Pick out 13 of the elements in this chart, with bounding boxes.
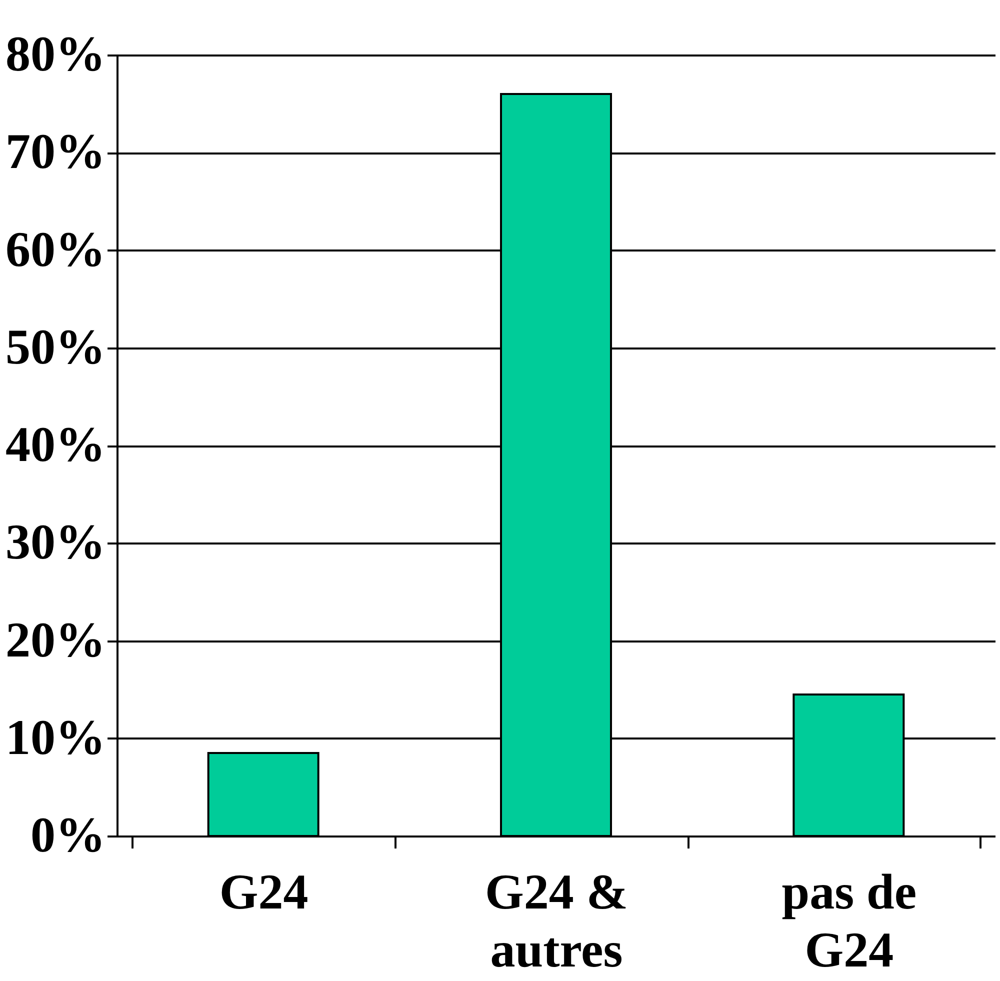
x-tick-label: pas de G24 [782, 864, 917, 978]
y-tick-label: 40% [6, 416, 106, 472]
x-tick-label: G24 & autres [484, 864, 628, 978]
bar [207, 752, 320, 837]
y-tick-label: 0% [30, 806, 106, 862]
y-tick-label: 10% [6, 708, 106, 765]
y-tick-label: 50% [6, 318, 106, 374]
y-tick-label: 80% [6, 26, 106, 82]
y-tick-label: 30% [6, 514, 106, 570]
y-tick-label: 60% [6, 220, 106, 277]
y-tick-label: 20% [6, 611, 106, 668]
y-tick-label: 70% [6, 123, 106, 180]
x-tick-label: G24 [219, 864, 308, 920]
